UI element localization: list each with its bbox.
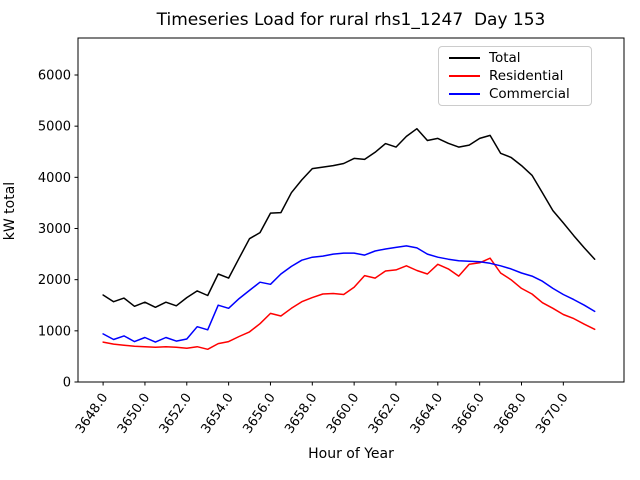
commercial-line-swatch <box>449 93 480 95</box>
svg-text:3652.0: 3652.0 <box>157 391 195 437</box>
residential-line-swatch <box>449 75 480 77</box>
chart-title: Timeseries Load for rural rhs1_1247 Day … <box>156 10 546 30</box>
svg-text:3662.0: 3662.0 <box>366 391 404 437</box>
svg-text:1000: 1000 <box>38 324 71 339</box>
y-axis-label: kW total <box>2 181 18 241</box>
svg-text:3664.0: 3664.0 <box>408 391 446 437</box>
svg-text:3668.0: 3668.0 <box>491 391 529 437</box>
y-tick-labels: 0 1000 2000 3000 4000 5000 6000 <box>38 68 71 390</box>
x-tick-labels: 3648.0 3650.0 3652.0 3654.0 3656.0 3658.0 3660… <box>73 391 572 437</box>
svg-text:6000: 6000 <box>38 68 71 83</box>
svg-text:3648.0: 3648.0 <box>73 391 111 437</box>
x-axis-label: Hour of Year <box>308 446 394 462</box>
legend-item-residential: Residential <box>439 67 591 84</box>
svg-text:4000: 4000 <box>38 171 71 186</box>
series-lines <box>102 127 596 351</box>
svg-text:5000: 5000 <box>38 120 71 135</box>
svg-text:3670.0: 3670.0 <box>533 391 571 437</box>
legend-label-residential: Residential <box>489 67 564 84</box>
legend-label-commercial: Commercial <box>489 85 570 102</box>
svg-text:3660.0: 3660.0 <box>324 391 362 437</box>
svg-text:3000: 3000 <box>38 222 71 237</box>
legend: Total Residential Commercial <box>438 46 592 106</box>
legend-label-total: Total <box>489 49 521 66</box>
svg-text:2000: 2000 <box>38 273 71 288</box>
total-line-swatch <box>449 57 480 59</box>
svg-text:3666.0: 3666.0 <box>450 391 488 437</box>
svg-text:3654.0: 3654.0 <box>199 391 237 437</box>
svg-text:3656.0: 3656.0 <box>240 391 278 437</box>
legend-item-commercial: Commercial <box>439 85 591 102</box>
axis-ticks <box>74 74 564 386</box>
svg-text:3650.0: 3650.0 <box>115 391 153 437</box>
legend-item-total: Total <box>439 49 591 66</box>
svg-text:0: 0 <box>63 376 71 391</box>
axes-border <box>77 37 625 383</box>
svg-text:3658.0: 3658.0 <box>282 391 320 437</box>
